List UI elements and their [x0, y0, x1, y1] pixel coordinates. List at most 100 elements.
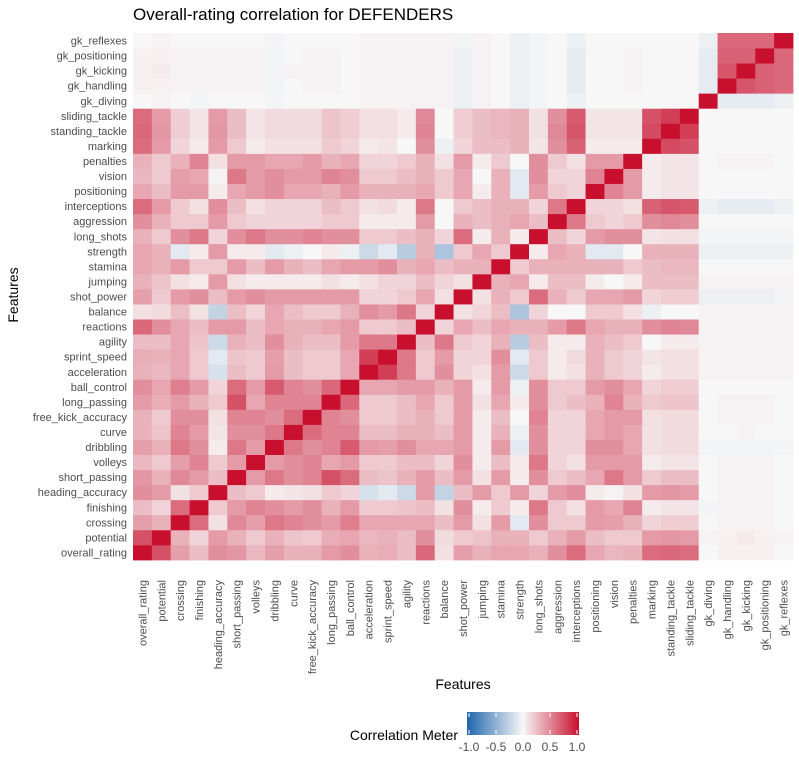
heatmap-cell: [717, 78, 737, 94]
heatmap-cell: [736, 63, 756, 79]
heatmap-cell: [755, 454, 775, 471]
heatmap-cell: [321, 304, 341, 320]
heatmap-cell: [208, 63, 228, 79]
heatmap-cell: [510, 63, 530, 79]
heatmap-cell: [415, 394, 436, 410]
heatmap-cell: [434, 454, 454, 471]
heatmap-cell: [453, 168, 473, 184]
heatmap-cell: [774, 529, 794, 546]
legend-tick-label: 0.0: [515, 740, 532, 754]
heatmap-cell: [246, 514, 266, 531]
heatmap-cell: [736, 168, 756, 184]
heatmap-cell: [679, 273, 700, 290]
heatmap-cell: [415, 258, 436, 275]
x-tick-label: gk_handling: [722, 580, 734, 639]
heatmap-cell: [321, 33, 341, 49]
heatmap-cell: [491, 258, 511, 275]
heatmap-cell: [283, 319, 304, 335]
heatmap-cell: [283, 153, 304, 169]
heatmap-cell: [736, 123, 756, 139]
heatmap-cell: [321, 213, 341, 230]
y-tick-label: dribbling: [85, 442, 127, 454]
heatmap-cell: [359, 424, 379, 440]
heatmap-cell: [774, 484, 794, 501]
heatmap-cell: [227, 409, 247, 425]
heatmap-cell: [679, 439, 700, 455]
heatmap-cell: [585, 243, 605, 260]
heatmap-cell: [170, 514, 190, 531]
heatmap-cell: [151, 138, 172, 154]
heatmap-cell: [510, 123, 530, 139]
heatmap-cell: [265, 469, 285, 486]
heatmap-cell: [378, 123, 398, 139]
heatmap-cell: [585, 153, 605, 169]
heatmap-cell: [208, 108, 228, 124]
x-tick-label: stamina: [496, 579, 508, 618]
heatmap-cell: [359, 138, 379, 154]
y-tick-label: long_passing: [62, 397, 127, 409]
heatmap-cell: [623, 258, 643, 275]
heatmap-cell: [661, 33, 681, 49]
heatmap-cell: [340, 168, 360, 184]
heatmap-cell: [623, 153, 643, 169]
heatmap-cell: [755, 138, 775, 154]
heatmap-cell: [774, 48, 794, 64]
heatmap-cell: [151, 319, 172, 335]
heatmap-cell: [246, 48, 266, 64]
heatmap-cell: [547, 198, 568, 215]
heatmap-cell: [585, 334, 605, 350]
heatmap-cell: [529, 484, 549, 501]
heatmap-cell: [472, 484, 492, 501]
heatmap-cell: [133, 304, 153, 320]
heatmap-cell: [208, 469, 228, 486]
heatmap-cell: [151, 514, 172, 531]
heatmap-cell: [566, 78, 586, 94]
heatmap-cell: [623, 123, 643, 139]
heatmap-cell: [585, 108, 605, 124]
heatmap-cell: [189, 319, 209, 335]
heatmap-cell: [717, 108, 737, 124]
heatmap-cell: [189, 484, 209, 501]
heatmap-cell: [698, 78, 718, 94]
heatmap-cell: [717, 168, 737, 184]
heatmap-cell: [491, 364, 511, 380]
x-tick-label: long_passing: [326, 580, 338, 645]
heatmap-cell: [151, 288, 172, 305]
heatmap-cell: [547, 168, 568, 184]
heatmap-cell: [208, 78, 228, 94]
heatmap-cell: [661, 213, 681, 230]
heatmap-cell: [698, 168, 718, 184]
heatmap-cell: [340, 499, 360, 516]
heatmap-cell: [547, 123, 568, 139]
heatmap-cell: [265, 108, 285, 124]
heatmap-cell: [547, 258, 568, 275]
heatmap-cell: [623, 168, 643, 184]
x-tick-label: interceptions: [571, 580, 583, 643]
heatmap-cell: [321, 198, 341, 215]
heatmap-cell: [472, 304, 492, 320]
heatmap-cell: [717, 469, 737, 486]
heatmap-cell: [359, 379, 379, 395]
x-tick-label: reactions: [420, 580, 432, 625]
heatmap-cell: [491, 213, 511, 230]
heatmap-cell: [340, 319, 360, 335]
heatmap-cell: [189, 273, 209, 290]
heatmap-cell: [415, 48, 436, 64]
heatmap-cell: [604, 198, 624, 215]
heatmap-cell: [265, 544, 285, 561]
heatmap-cell: [227, 379, 247, 395]
heatmap-cell: [359, 454, 379, 471]
heatmap-cell: [133, 469, 153, 486]
heatmap-cell: [283, 334, 304, 350]
heatmap-cell: [302, 243, 322, 260]
heatmap-cell: [321, 469, 341, 486]
heatmap-cell: [415, 454, 436, 471]
x-axis-title: Features: [435, 676, 490, 692]
heatmap-cell: [227, 304, 247, 320]
heatmap-cell: [415, 123, 436, 139]
heatmap-cell: [133, 123, 153, 139]
heatmap-cell: [717, 288, 737, 305]
heatmap-cell: [679, 138, 700, 154]
heatmap-cell: [302, 544, 322, 561]
heatmap-cell: [736, 334, 756, 350]
